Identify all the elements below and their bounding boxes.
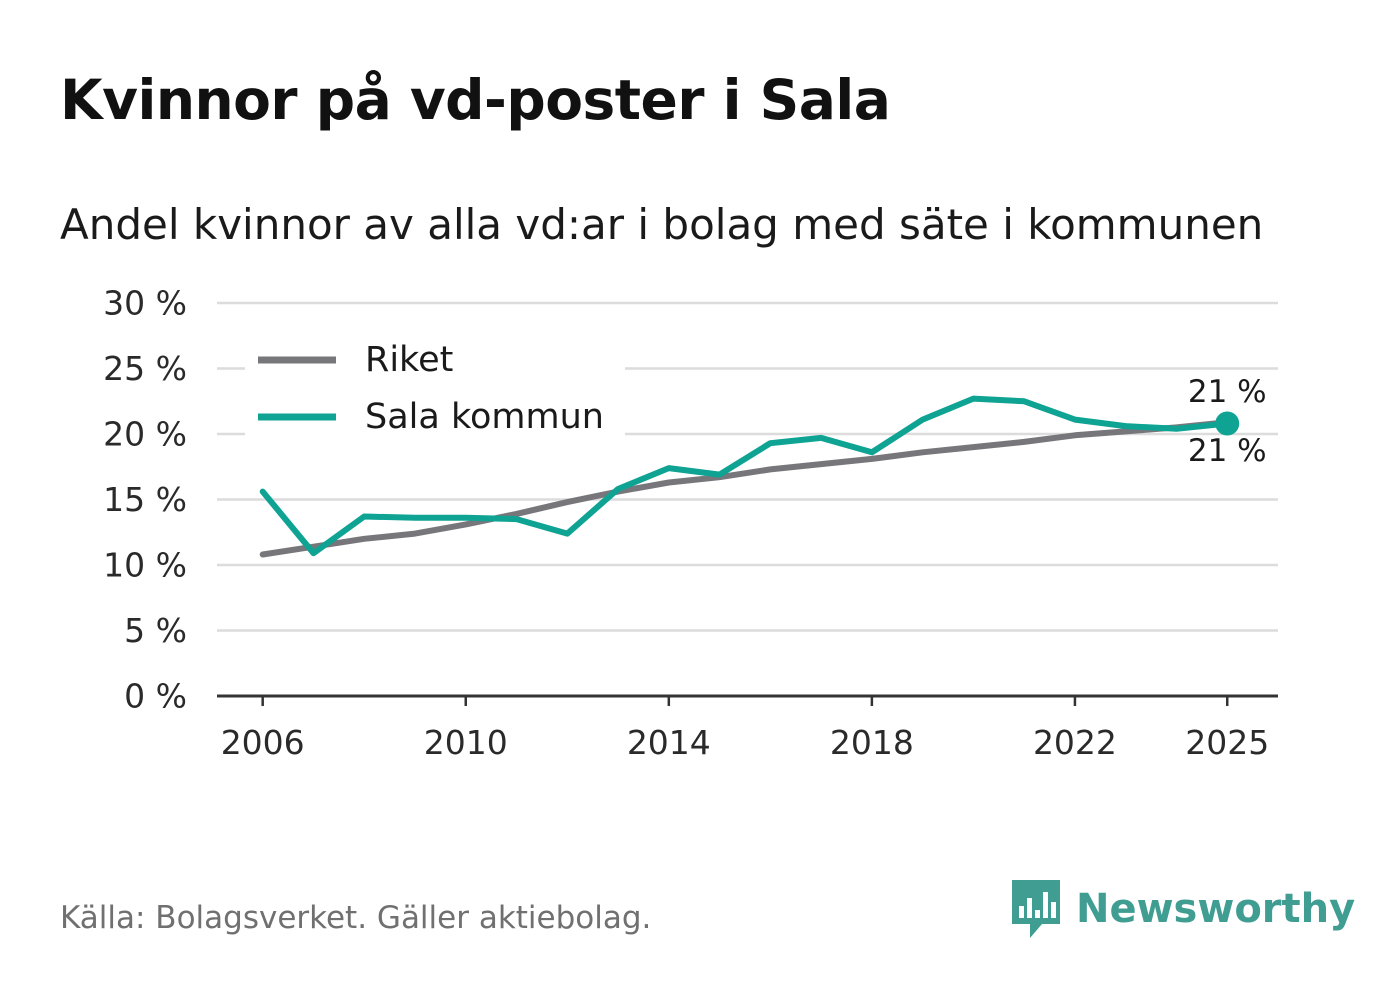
x-tick-label: 2010 [424,723,508,762]
brand-name: Newsworthy [1076,886,1356,932]
x-tick-label: 2006 [221,723,305,762]
source-note: Källa: Bolagsverket. Gäller aktiebolag. [60,900,652,936]
end-value-label: 21 % [1188,374,1267,410]
series-line-riket [259,419,1231,558]
x-tick-label: 2022 [1033,723,1117,762]
x-tick-label: 2014 [627,723,711,762]
x-tick-label: 2018 [830,723,914,762]
y-tick-label: 20 % [103,415,187,454]
y-tick-label: 15 % [103,480,187,519]
series-line-sala-kommun [259,395,1231,557]
legend-label: Riket [365,340,453,380]
chart-subtitle: Andel kvinnor av alla vd:ar i bolag med … [60,200,1264,249]
bar-chart-logo-icon [1012,880,1060,938]
y-tick-label: 0 % [124,677,187,716]
series-endpoint-sala-kommun [1215,411,1240,436]
y-tick-label: 5 % [124,611,187,650]
chart-title: Kvinnor på vd-poster i Sala [60,68,891,132]
y-tick-label: 25 % [103,349,187,388]
y-tick-label: 30 % [103,284,187,323]
y-tick-label: 10 % [103,546,187,585]
legend-box [245,338,625,440]
end-value-label: 21 % [1188,433,1267,469]
x-tick-label: 2025 [1185,723,1269,762]
legend-label: Sala kommun [365,397,604,437]
brand-logo[interactable]: Newsworthy [1010,878,1355,940]
